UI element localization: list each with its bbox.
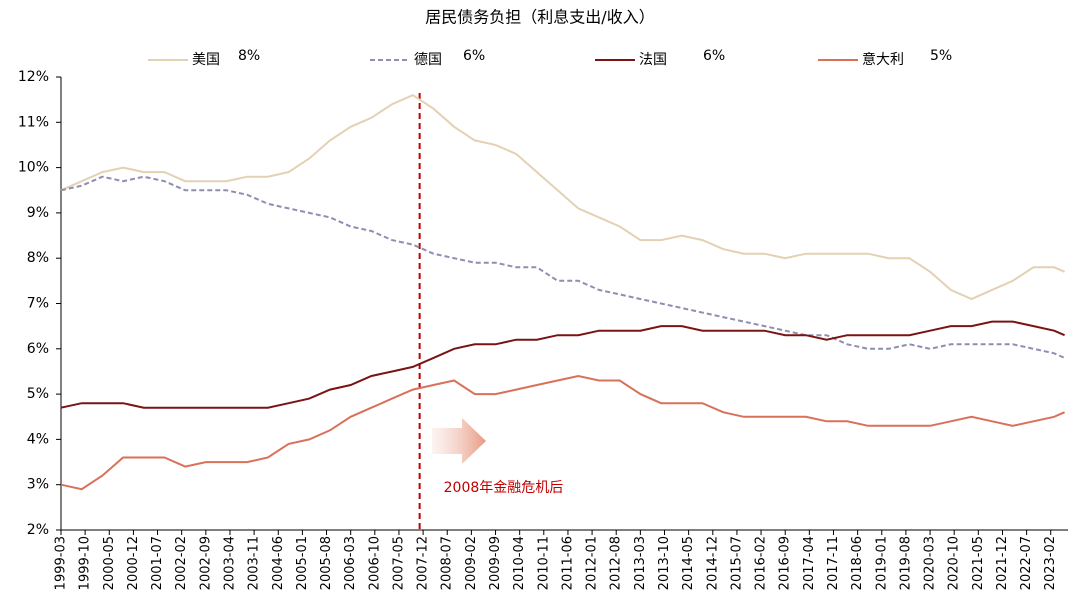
series-line bbox=[60, 175, 1066, 359]
x-tick-label: 2017-04 bbox=[802, 536, 817, 590]
x-tick-label: 2020-03 bbox=[923, 536, 938, 590]
x-tick-label: 2008-07 bbox=[440, 536, 455, 590]
arrow-icon bbox=[432, 418, 486, 464]
series-line bbox=[60, 93, 1065, 301]
x-tick-label: 2006-10 bbox=[367, 536, 382, 590]
series-line bbox=[60, 320, 1065, 409]
y-tick-label: 3% bbox=[27, 477, 49, 493]
y-tick-label: 5% bbox=[27, 386, 49, 402]
x-tick-label: 2000-05 bbox=[102, 536, 117, 590]
x-tick-label: 2009-02 bbox=[464, 536, 479, 590]
x-tick-label: 2006-03 bbox=[343, 536, 358, 590]
x-tick-label: 2016-09 bbox=[778, 536, 793, 590]
x-tick-label: 2023-02 bbox=[1043, 536, 1058, 590]
x-tick-label: 2001-07 bbox=[150, 536, 165, 590]
y-tick-label: 2% bbox=[27, 522, 49, 538]
legend-label: 意大利 bbox=[862, 51, 904, 68]
legend-value: 8% bbox=[238, 48, 260, 64]
x-tick-label: 2013-03 bbox=[633, 536, 648, 590]
x-tick-label: 2000-12 bbox=[126, 536, 141, 590]
x-tick-label: 2021-05 bbox=[971, 536, 986, 590]
y-tick-label: 4% bbox=[27, 431, 49, 447]
x-tick-label: 2020-10 bbox=[947, 536, 962, 590]
x-tick-label: 2007-12 bbox=[416, 536, 431, 590]
y-tick-label: 9% bbox=[27, 205, 49, 221]
y-tick-label: 8% bbox=[27, 250, 49, 266]
x-tick-label: 2002-02 bbox=[174, 536, 189, 590]
x-tick-label: 1999-03 bbox=[54, 536, 69, 590]
legend-value: 6% bbox=[463, 48, 485, 64]
x-tick-label: 2010-04 bbox=[512, 536, 527, 590]
y-tick-label: 12% bbox=[18, 69, 49, 85]
x-tick-label: 2016-02 bbox=[754, 536, 769, 590]
legend-label: 德国 bbox=[414, 52, 442, 68]
x-tick-label: 2005-01 bbox=[295, 536, 310, 590]
x-tick-label: 2013-10 bbox=[657, 536, 672, 590]
y-tick-label: 11% bbox=[18, 114, 49, 130]
x-tick-label: 2003-04 bbox=[222, 536, 237, 590]
x-tick-label: 2002-09 bbox=[198, 536, 213, 590]
x-tick-label: 2004-06 bbox=[271, 536, 286, 590]
x-tick-label: 2014-05 bbox=[681, 536, 696, 590]
y-tick-label: 10% bbox=[18, 160, 49, 176]
x-tick-label: 2007-05 bbox=[391, 536, 406, 590]
x-tick-label: 2012-01 bbox=[585, 536, 600, 590]
x-tick-label: 2011-06 bbox=[560, 536, 575, 590]
x-tick-label: 2021-12 bbox=[995, 536, 1010, 590]
x-tick-label: 2010-11 bbox=[536, 536, 551, 590]
x-tick-label: 2022-07 bbox=[1019, 536, 1034, 590]
x-tick-label: 2003-11 bbox=[247, 536, 262, 590]
x-tick-label: 2019-08 bbox=[898, 536, 913, 590]
x-tick-label: 2009-09 bbox=[488, 536, 503, 590]
x-tick-label: 2012-08 bbox=[609, 536, 624, 590]
annotation: 2008年金融危机后 bbox=[444, 480, 564, 496]
chart-title: 居民债务负担（利息支出/收入） bbox=[425, 8, 654, 27]
x-tick-label: 2014-12 bbox=[705, 536, 720, 590]
x-tick-label: 2017-11 bbox=[826, 536, 841, 590]
legend-value: 5% bbox=[930, 48, 952, 64]
y-tick-label: 7% bbox=[27, 296, 49, 312]
series-line bbox=[60, 374, 1066, 491]
x-tick-label: 2019-01 bbox=[874, 536, 889, 590]
x-tick-label: 1999-10 bbox=[78, 536, 93, 590]
y-tick-label: 6% bbox=[27, 341, 49, 357]
x-tick-label: 2005-08 bbox=[319, 536, 334, 590]
x-tick-label: 2018-06 bbox=[850, 536, 865, 590]
legend-label: 美国 bbox=[192, 52, 220, 68]
legend-label: 法国 bbox=[639, 52, 667, 68]
x-tick-label: 2015-07 bbox=[729, 536, 744, 590]
legend-value: 6% bbox=[703, 48, 725, 64]
